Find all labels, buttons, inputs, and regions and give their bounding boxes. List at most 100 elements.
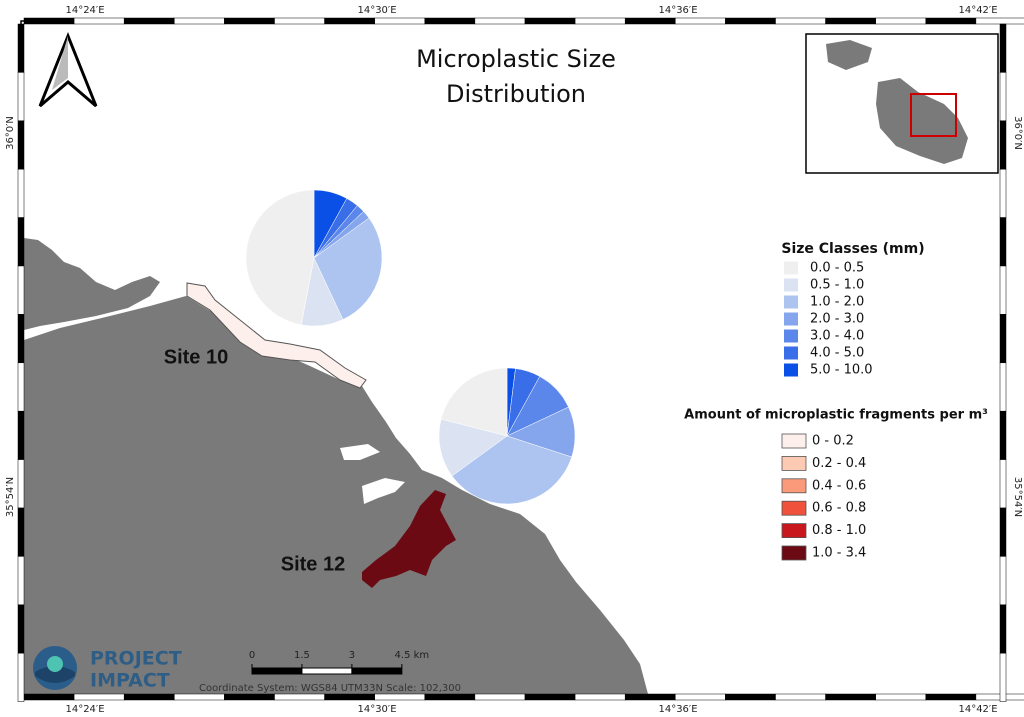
legend-label: 0.5 - 1.0 [810,278,864,293]
frame-tick [73,17,125,25]
scale-segment [251,667,303,675]
legend-label: 1.0 - 2.0 [810,295,864,310]
longitude-label: 14°36′E [658,704,697,715]
legend-label: 5.0 - 10.0 [810,363,873,378]
inlet [362,478,405,504]
latitude-label: 36°0′N [5,116,16,150]
longitude-label: 14°30′E [357,704,396,715]
longitude-label: 14°30′E [357,5,396,16]
inset-land [826,40,872,70]
frame-tick [999,459,1007,509]
scale-segment [301,667,353,675]
land [24,238,160,330]
legend-label: 0.8 - 1.0 [812,523,866,538]
frame-tick [875,693,927,701]
frame-tick [424,17,476,25]
longitude-label: 14°24′E [65,5,104,16]
frame-ticks [17,17,1024,702]
frame-tick [17,459,25,509]
longitude-label: 14°36′E [658,5,697,16]
frame-tick [73,693,125,701]
legend-swatch [781,433,807,449]
frame-tick [17,72,25,122]
pie-slice [440,367,508,437]
frame-tick [374,17,426,25]
frame-tick [23,693,75,701]
pie-slice [451,435,572,505]
frame-tick [174,17,225,25]
pie-slice [438,418,508,477]
title: Microplastic Size [416,45,616,73]
title: Distribution [446,80,586,108]
longitude-label: 14°42′E [958,704,997,715]
frame-tick [574,17,626,25]
legend-swatch [781,478,807,494]
legend-label: 4.0 - 5.0 [810,346,864,361]
legend-label: 0.0 - 0.5 [810,261,864,276]
land [24,296,648,694]
frame-tick [999,314,1007,364]
legend-swatch [784,346,798,360]
frame-tick [999,72,1007,122]
frame-tick [999,217,1007,267]
frame-tick [775,693,826,701]
legend-label: 1.0 - 3.4 [812,546,866,561]
inlet [340,444,380,460]
latitude-label: 35°54′N [1012,477,1023,517]
frame-tick [624,693,676,701]
frame-tick [17,265,25,315]
frame-tick [474,17,526,25]
frame-tick [999,120,1007,170]
logo-icon [35,666,75,683]
frame-tick [725,693,776,701]
legend-swatch [784,261,798,275]
frame-tick [23,17,75,25]
scale-label: 4.5 km [395,650,430,661]
frame-tick [17,314,25,364]
frame-tick [925,693,977,701]
frame-tick [374,693,426,701]
scale-label: 0 [249,650,255,661]
scale-label: 3 [349,650,355,661]
frame-tick [324,17,375,25]
legend-swatch [784,312,798,326]
legend-label: 3.0 - 4.0 [810,329,864,344]
frame-tick [174,693,225,701]
frame-tick [17,120,25,170]
legend-swatch [784,329,798,343]
frame-tick [17,217,25,267]
site-area [186,282,367,389]
longitude-label: 14°24′E [65,704,104,715]
frame-tick [17,556,25,606]
frame-tick [999,556,1007,606]
frame-tick [574,693,626,701]
frame-tick [999,23,1007,73]
legend-label: 0.6 - 0.8 [812,501,866,516]
frame-tick [224,693,275,701]
site-area [362,490,456,588]
frame-tick [274,17,325,25]
frame-tick [524,17,576,25]
frame-tick [999,604,1007,654]
logo-icon [47,656,63,672]
frame-tick [999,652,1007,702]
legend-title: Size Classes (mm) [781,241,924,257]
frame-tick [999,362,1007,412]
frame-tick [524,693,576,701]
legend-label: 0.4 - 0.6 [812,478,866,493]
frame-tick [775,17,826,25]
site-label: Site 12 [281,553,345,575]
frame-tick [17,23,25,73]
inset-extent [910,93,957,137]
frame-tick [825,693,876,701]
scale-label: 1.5 [294,650,310,661]
legend-swatch [784,278,798,292]
frame-tick [17,507,25,557]
frame-tick [324,693,375,701]
frame-tick [424,693,476,701]
legend-swatch [784,363,798,377]
north-arrow [52,36,68,90]
frame-tick [675,17,726,25]
frame-tick [274,693,325,701]
